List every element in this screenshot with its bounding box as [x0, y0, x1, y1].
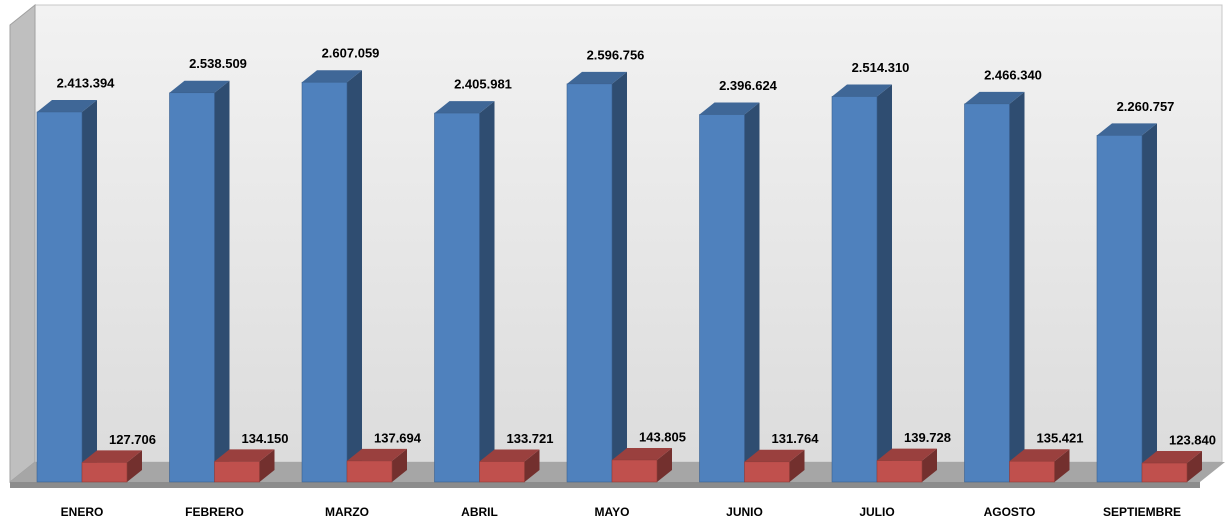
x-tick-label: AGOSTO — [984, 505, 1036, 519]
bar-top — [744, 449, 805, 462]
bar — [1141, 462, 1188, 483]
bar-side — [479, 101, 495, 482]
bar-top — [877, 448, 937, 461]
data-label: 123.840 — [1169, 432, 1216, 447]
bar — [744, 461, 790, 483]
x-tick-label: JULIO — [859, 505, 894, 519]
bar-top — [302, 70, 362, 83]
x-tick-label: ENERO — [61, 505, 104, 519]
data-label: 137.694 — [374, 430, 422, 445]
bar-side — [612, 71, 627, 482]
bar-top — [1142, 451, 1202, 464]
bar-top — [1009, 449, 1070, 462]
bar-top — [434, 101, 495, 114]
bar — [611, 459, 658, 483]
bar — [964, 103, 1010, 483]
x-tick-label: MAYO — [595, 505, 630, 519]
bar-top — [214, 449, 275, 462]
x-tick-label: JUNIO — [726, 505, 763, 519]
data-label: 2.514.310 — [852, 60, 910, 75]
x-tick-label: ABRIL — [461, 505, 498, 519]
bar — [214, 461, 260, 483]
bar — [1096, 135, 1143, 483]
bar-top — [612, 447, 672, 460]
x-tick-label: SEPTIEMBRE — [1103, 505, 1181, 519]
bar-side — [214, 80, 230, 482]
data-label: 2.466.340 — [984, 67, 1042, 82]
bar-side — [392, 448, 407, 482]
data-label: 143.805 — [639, 429, 686, 444]
data-label: 2.396.624 — [719, 78, 778, 93]
bar-side — [524, 449, 540, 482]
bar — [346, 460, 393, 483]
bar-side — [744, 102, 760, 483]
bar-side — [82, 99, 97, 482]
bar-side — [657, 447, 672, 482]
x-tick-label: FEBRERO — [185, 505, 244, 519]
data-label: 2.538.509 — [189, 56, 247, 71]
bar — [301, 81, 348, 483]
data-label: 2.405.981 — [454, 77, 512, 92]
bar-top — [37, 99, 97, 112]
data-label: 134.150 — [242, 431, 289, 446]
data-label: 2.413.394 — [57, 75, 116, 90]
bar-side — [1142, 123, 1157, 483]
data-label: 133.721 — [507, 431, 554, 446]
data-label: 2.596.756 — [587, 47, 645, 62]
bar-top — [82, 450, 142, 463]
floor-edge — [10, 482, 1200, 488]
bar — [479, 461, 525, 483]
bar-side — [922, 448, 937, 482]
data-label: 2.607.059 — [322, 46, 380, 61]
bar-side — [1054, 449, 1070, 482]
bar — [36, 111, 83, 483]
x-tick-label: MARZO — [325, 505, 369, 519]
bar — [81, 462, 128, 483]
bar-top — [964, 91, 1025, 104]
data-label: 2.260.757 — [1117, 99, 1175, 114]
bar — [566, 83, 613, 483]
bar-top — [347, 448, 407, 461]
bar-top — [699, 102, 760, 115]
data-label: 127.706 — [109, 432, 156, 447]
data-label: 139.728 — [904, 430, 951, 445]
bar-side — [1009, 91, 1025, 482]
bar — [1009, 460, 1055, 483]
bar-top — [169, 80, 230, 93]
side-wall — [9, 3, 36, 484]
bar-side — [347, 70, 362, 483]
data-label: 135.421 — [1037, 431, 1084, 446]
bar — [169, 92, 215, 483]
bar — [699, 114, 745, 483]
bar — [434, 112, 480, 483]
bar-side — [127, 450, 142, 482]
bar-side — [877, 84, 892, 482]
bar-top — [1097, 123, 1157, 136]
bar-side — [789, 449, 805, 482]
bar-top — [479, 449, 540, 462]
data-label: 131.764 — [772, 431, 820, 446]
bar — [831, 96, 878, 483]
bar-side — [1187, 451, 1202, 482]
bar — [876, 460, 923, 483]
bar-side — [259, 449, 275, 482]
bar-top — [567, 71, 627, 84]
bar-top — [832, 84, 892, 97]
